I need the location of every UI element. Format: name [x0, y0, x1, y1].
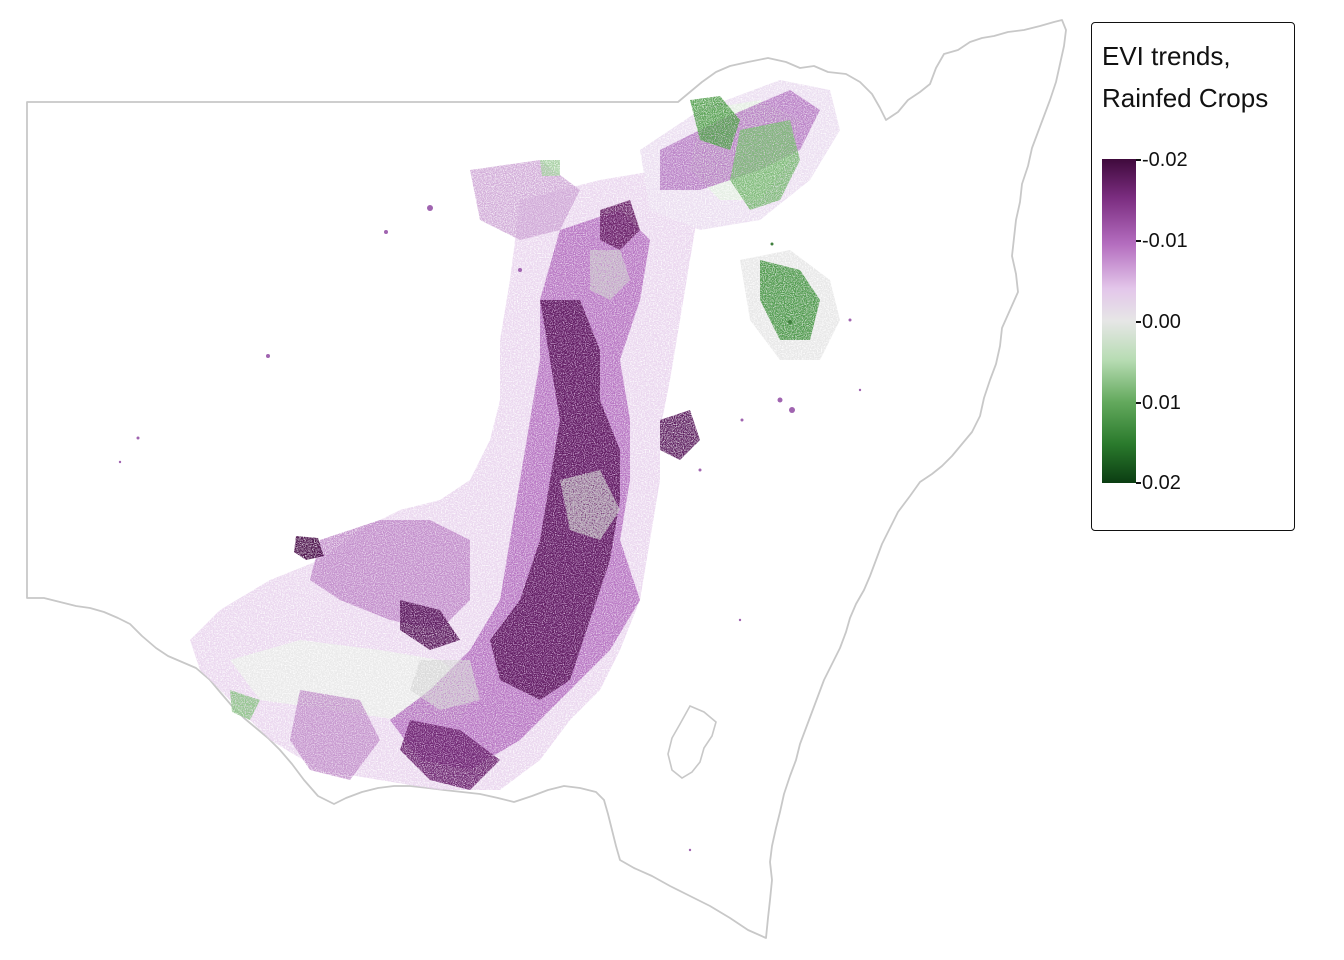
legend-title-line1: EVI trends, — [1102, 41, 1231, 71]
legend-title-line2: Rainfed Crops — [1102, 83, 1269, 113]
legend: EVI trends, Rainfed Crops -0.02 -0.01 0.… — [1091, 22, 1295, 531]
colorbar-tick-label: -0.02 — [1142, 149, 1188, 171]
colorbar-tick — [1136, 482, 1141, 484]
colorbar-tick — [1136, 321, 1141, 323]
state-boundary — [26, 19, 1067, 939]
colorbar-tick-label: 0.02 — [1142, 472, 1181, 494]
colorbar-tick-label: 0.00 — [1142, 311, 1181, 333]
colorbar-tick — [1136, 402, 1141, 404]
colorbar-tick — [1136, 159, 1141, 161]
legend-title: EVI trends, Rainfed Crops — [1102, 35, 1268, 119]
act-boundary — [667, 704, 717, 779]
evi-raster — [118, 80, 862, 852]
colorbar-tick — [1136, 240, 1141, 242]
colorbar-tick-label: 0.01 — [1142, 392, 1181, 414]
colorbar — [1102, 159, 1136, 483]
colorbar-tick-label: -0.01 — [1142, 230, 1188, 252]
